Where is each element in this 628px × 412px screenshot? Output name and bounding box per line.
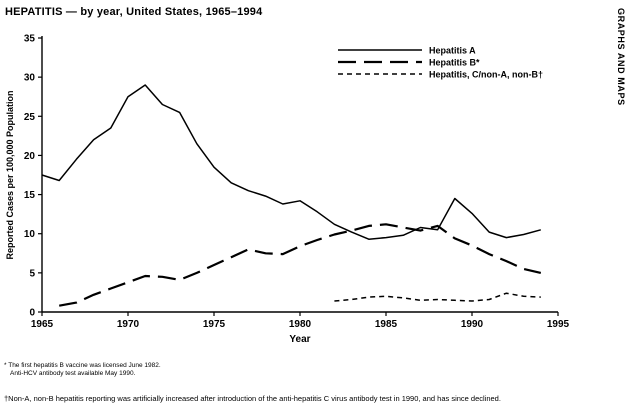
legend-label: Hepatitis A bbox=[429, 46, 476, 56]
x-tick-label: 1980 bbox=[289, 319, 312, 330]
chart-svg: 0 5 10 15 20 25 30 35 1965 1970 1975 1980 1985 1990 19… bbox=[5, 34, 570, 346]
series-line-hepatitis-c-non-a-non-b bbox=[334, 292, 541, 302]
series-line-hepatitis-a bbox=[41, 84, 541, 240]
side-label-graphs-and-maps: GRAPHS AND MAPS bbox=[616, 8, 626, 106]
legend-label: Hepatitis, C/non-A, non-B† bbox=[429, 70, 543, 80]
page-title: HEPATITIS — by year, United States, 1965… bbox=[5, 6, 263, 18]
footnote-star-line1: * The first hepatitis B vaccine was lice… bbox=[4, 362, 161, 369]
y-tick-label: 20 bbox=[24, 151, 36, 162]
y-tick-label: 5 bbox=[29, 268, 35, 279]
y-tick-label: 25 bbox=[24, 112, 36, 123]
footnote-dagger: †Non-A, non-B hepatitis reporting was ar… bbox=[4, 394, 501, 403]
x-tick-label: 1990 bbox=[461, 319, 484, 330]
y-tick-label: 10 bbox=[24, 229, 36, 240]
x-axis-label: Year bbox=[289, 334, 310, 345]
x-tick-label: 1985 bbox=[375, 319, 398, 330]
y-tick-label: 15 bbox=[24, 190, 36, 201]
y-tick-label: 0 bbox=[29, 308, 35, 319]
footnote-star: * The first hepatitis B vaccine was lice… bbox=[4, 362, 161, 378]
legend-label: Hepatitis B* bbox=[429, 58, 480, 68]
legend bbox=[338, 49, 422, 75]
y-tick-label: 35 bbox=[24, 34, 36, 45]
series-line-hepatitis-b bbox=[59, 223, 542, 307]
x-tick-label: 1975 bbox=[203, 319, 226, 330]
footnote-star-line2: Anti-HCV antibody test available May 199… bbox=[10, 370, 136, 378]
x-tick-label: 1970 bbox=[117, 319, 140, 330]
y-axis-label: Reported Cases per 100,000 Population bbox=[5, 90, 15, 259]
x-tick-label: 1965 bbox=[31, 319, 54, 330]
y-tick-label: 30 bbox=[24, 73, 36, 84]
x-tick-label: 1995 bbox=[547, 319, 570, 330]
